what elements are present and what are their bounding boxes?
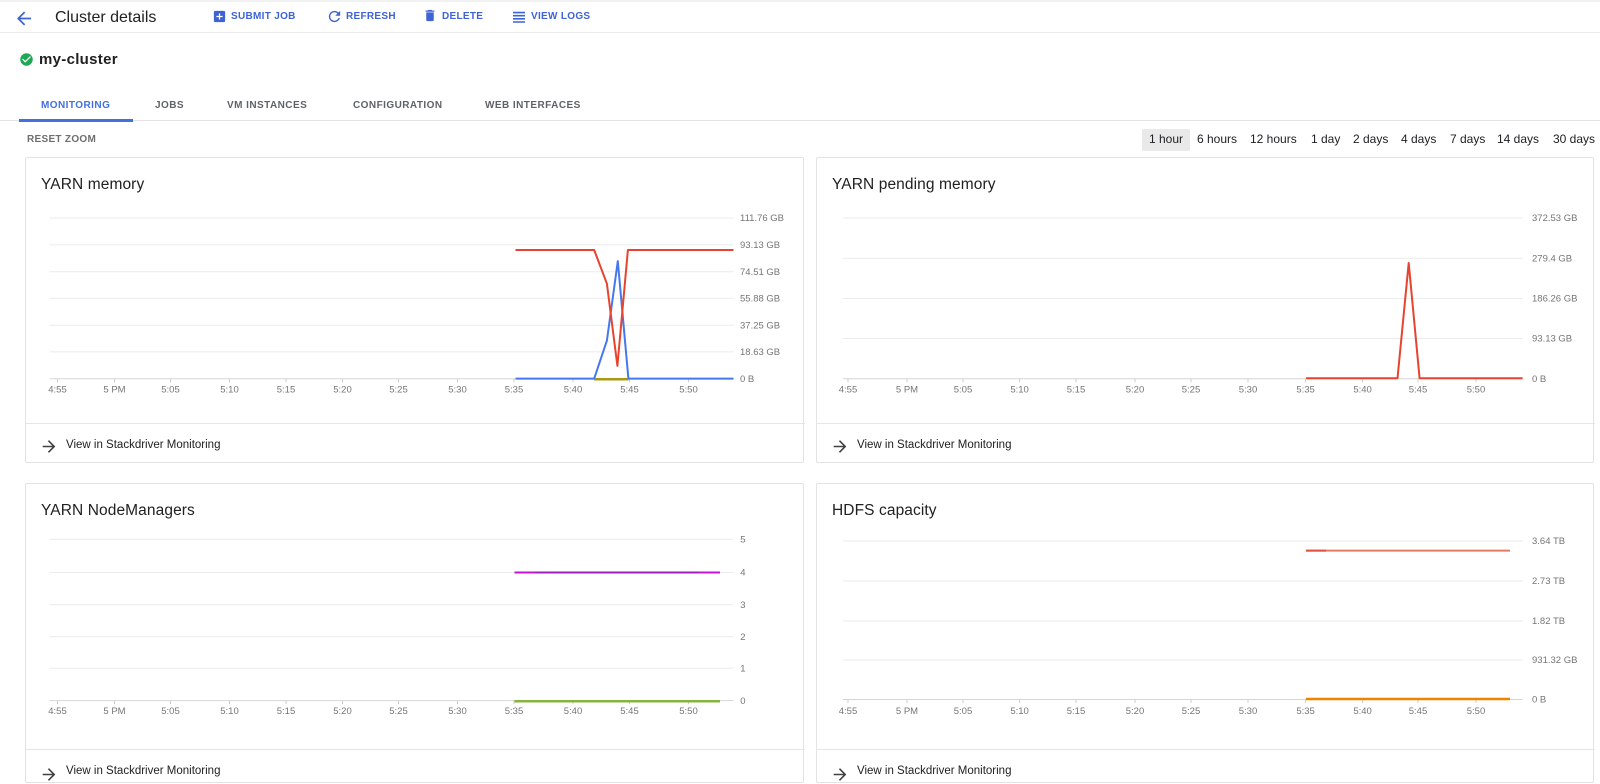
svg-text:5:30: 5:30 bbox=[448, 384, 467, 395]
svg-text:5:30: 5:30 bbox=[1239, 706, 1258, 717]
svg-text:5:35: 5:35 bbox=[1296, 706, 1315, 717]
svg-text:0 B: 0 B bbox=[1532, 695, 1546, 706]
svg-text:5:50: 5:50 bbox=[679, 384, 698, 395]
svg-text:372.53 GB: 372.53 GB bbox=[1532, 213, 1577, 224]
svg-text:5:20: 5:20 bbox=[333, 384, 352, 395]
svg-text:5:25: 5:25 bbox=[1182, 384, 1201, 395]
svg-text:5:05: 5:05 bbox=[161, 384, 180, 395]
svg-text:93.13 GB: 93.13 GB bbox=[740, 240, 780, 251]
svg-text:5 PM: 5 PM bbox=[896, 384, 918, 395]
svg-text:5:45: 5:45 bbox=[620, 384, 639, 395]
svg-text:5:40: 5:40 bbox=[1353, 706, 1372, 717]
svg-text:4:55: 4:55 bbox=[839, 706, 858, 717]
svg-text:5 PM: 5 PM bbox=[103, 384, 125, 395]
svg-text:5:35: 5:35 bbox=[505, 706, 524, 717]
svg-text:5:25: 5:25 bbox=[1182, 706, 1201, 717]
svg-text:931.32 GB: 931.32 GB bbox=[1532, 655, 1577, 666]
svg-text:5:20: 5:20 bbox=[1126, 706, 1145, 717]
svg-text:5:10: 5:10 bbox=[220, 384, 239, 395]
svg-text:5 PM: 5 PM bbox=[103, 706, 125, 717]
svg-text:5:50: 5:50 bbox=[1467, 706, 1486, 717]
svg-text:55.88 GB: 55.88 GB bbox=[740, 294, 780, 305]
svg-text:1.82 TB: 1.82 TB bbox=[1532, 616, 1565, 627]
svg-text:5:40: 5:40 bbox=[1353, 384, 1372, 395]
svg-text:279.4 GB: 279.4 GB bbox=[1532, 253, 1572, 264]
svg-text:74.51 GB: 74.51 GB bbox=[740, 267, 780, 278]
svg-text:5:05: 5:05 bbox=[161, 706, 180, 717]
svg-text:5:50: 5:50 bbox=[1467, 384, 1486, 395]
svg-text:4:55: 4:55 bbox=[48, 384, 67, 395]
svg-text:5:35: 5:35 bbox=[505, 384, 524, 395]
svg-text:5:10: 5:10 bbox=[1010, 706, 1029, 717]
svg-text:0: 0 bbox=[740, 696, 745, 707]
svg-text:5:50: 5:50 bbox=[679, 706, 698, 717]
svg-text:4:55: 4:55 bbox=[839, 384, 858, 395]
svg-text:111.76 GB: 111.76 GB bbox=[740, 213, 784, 224]
svg-text:18.63 GB: 18.63 GB bbox=[740, 347, 780, 358]
svg-text:2.73 TB: 2.73 TB bbox=[1532, 576, 1565, 587]
svg-text:5:10: 5:10 bbox=[1010, 384, 1029, 395]
svg-text:186.26 GB: 186.26 GB bbox=[1532, 294, 1577, 305]
svg-text:5:15: 5:15 bbox=[277, 384, 296, 395]
svg-text:5:10: 5:10 bbox=[220, 706, 239, 717]
svg-text:5:35: 5:35 bbox=[1296, 384, 1315, 395]
svg-text:5:20: 5:20 bbox=[333, 706, 352, 717]
svg-text:5:15: 5:15 bbox=[1067, 384, 1086, 395]
svg-text:5:30: 5:30 bbox=[448, 706, 467, 717]
svg-text:5:15: 5:15 bbox=[1067, 706, 1086, 717]
svg-text:5:45: 5:45 bbox=[1409, 706, 1428, 717]
svg-text:0 B: 0 B bbox=[740, 374, 754, 385]
svg-text:5:05: 5:05 bbox=[954, 384, 973, 395]
svg-text:4:55: 4:55 bbox=[48, 706, 67, 717]
svg-text:5:25: 5:25 bbox=[389, 706, 408, 717]
svg-text:3.64 TB: 3.64 TB bbox=[1532, 536, 1565, 547]
svg-text:37.25 GB: 37.25 GB bbox=[740, 320, 780, 331]
svg-text:4: 4 bbox=[740, 568, 745, 579]
svg-text:5:20: 5:20 bbox=[1126, 384, 1145, 395]
svg-text:5:15: 5:15 bbox=[277, 706, 296, 717]
svg-text:93.13 GB: 93.13 GB bbox=[1532, 334, 1572, 345]
svg-text:5:30: 5:30 bbox=[1239, 384, 1258, 395]
svg-text:5:40: 5:40 bbox=[564, 706, 583, 717]
svg-text:3: 3 bbox=[740, 600, 745, 611]
svg-text:2: 2 bbox=[740, 632, 745, 643]
svg-text:5:25: 5:25 bbox=[389, 384, 408, 395]
svg-text:5:05: 5:05 bbox=[954, 706, 973, 717]
svg-text:5:45: 5:45 bbox=[1409, 384, 1428, 395]
svg-text:5:40: 5:40 bbox=[564, 384, 583, 395]
svg-text:1: 1 bbox=[740, 664, 745, 675]
svg-text:5:45: 5:45 bbox=[620, 706, 639, 717]
svg-text:0 B: 0 B bbox=[1532, 374, 1546, 385]
svg-text:5 PM: 5 PM bbox=[896, 706, 918, 717]
svg-text:5: 5 bbox=[740, 534, 745, 545]
